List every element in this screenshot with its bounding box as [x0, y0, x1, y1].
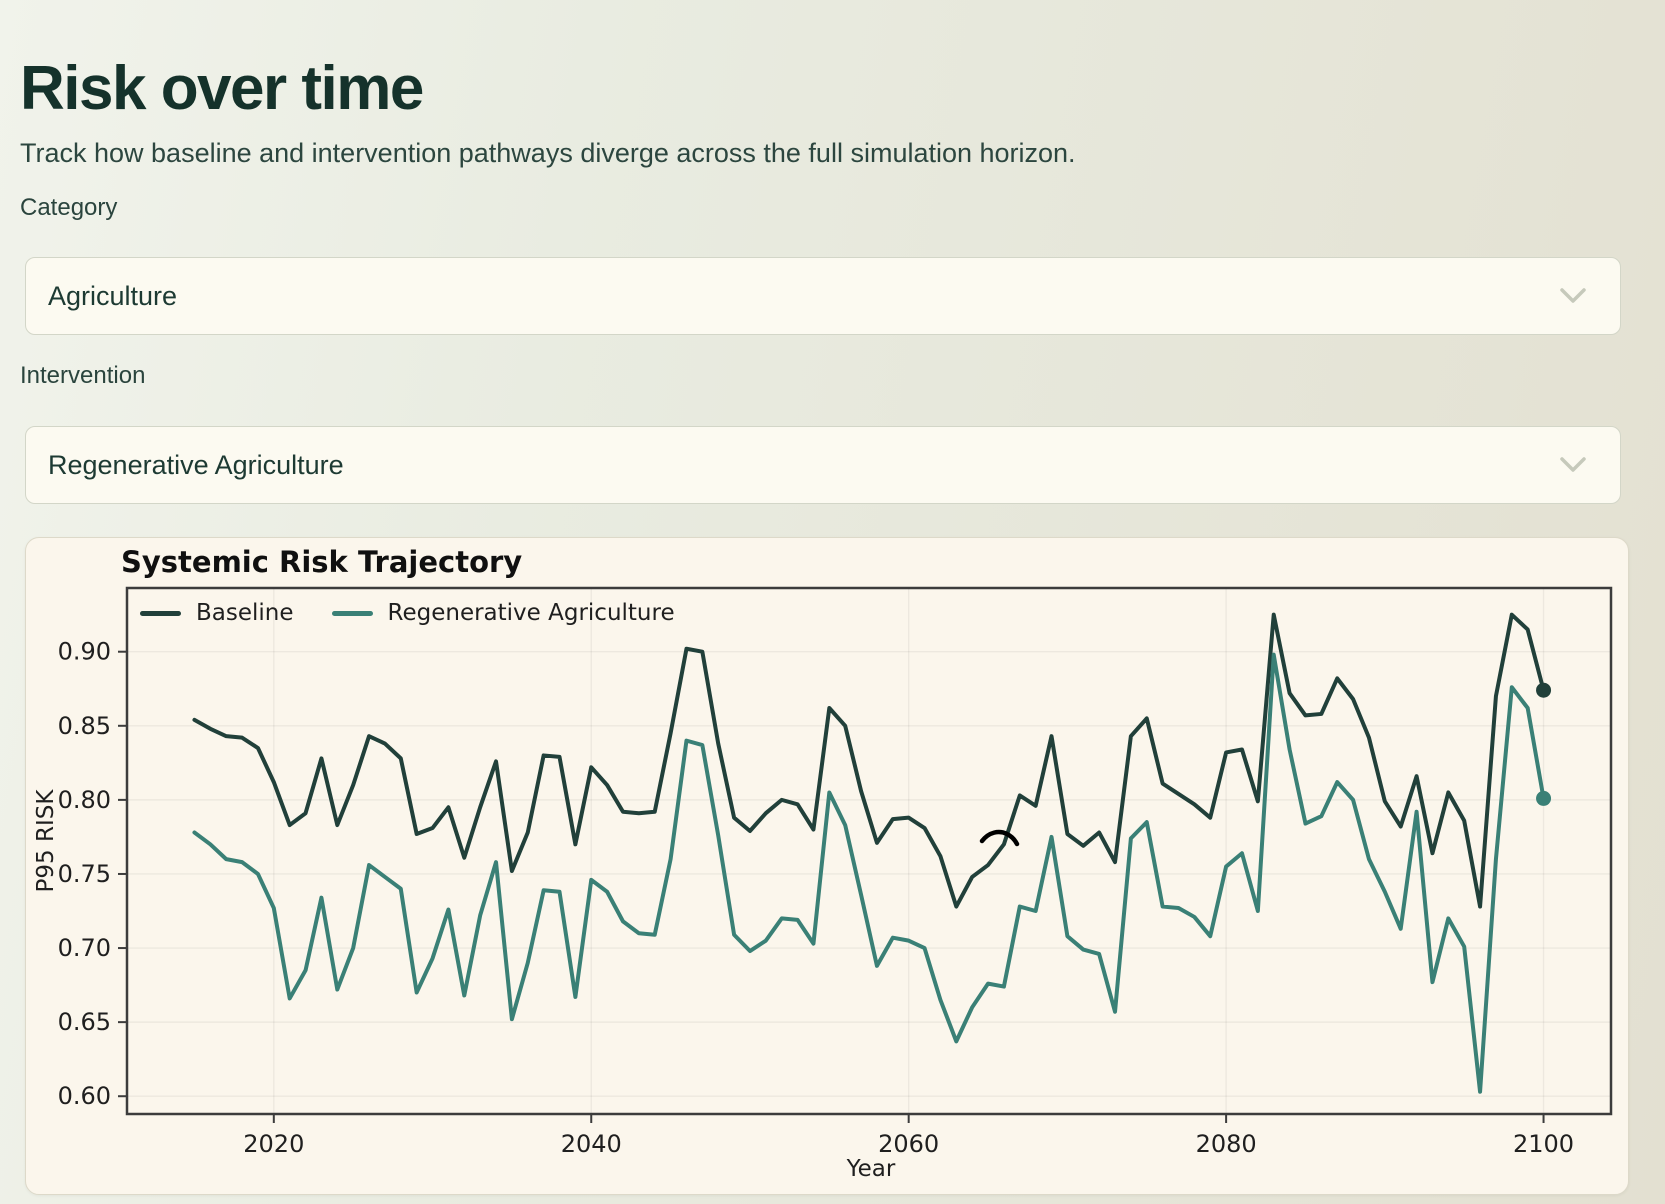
- category-select[interactable]: Agriculture: [25, 257, 1621, 335]
- chevron-down-icon: [1560, 457, 1586, 472]
- series-end-marker: [1536, 682, 1552, 698]
- series-line: [192, 612, 1546, 909]
- series-line: [192, 652, 1546, 1094]
- legend-label: Baseline: [196, 600, 294, 626]
- y-tick-label: 0.90: [58, 638, 111, 666]
- y-tick-label: 0.80: [58, 786, 111, 814]
- page-title: Risk over time: [20, 53, 424, 123]
- intervention-select[interactable]: Regenerative Agriculture: [25, 426, 1621, 504]
- y-tick-label: 0.85: [58, 712, 111, 740]
- risk-chart-card: Systemic Risk Trajectory Baseline Regener…: [25, 537, 1629, 1195]
- x-tick-label: 2100: [1513, 1130, 1574, 1158]
- intervention-label: Intervention: [20, 362, 146, 389]
- x-tick-label: 2020: [243, 1130, 304, 1158]
- y-tick-label: 0.70: [58, 934, 111, 962]
- chart-legend: Baseline Regenerative Agriculture: [140, 600, 675, 626]
- x-tick-label: 2060: [878, 1130, 939, 1158]
- category-select-value: Agriculture: [48, 280, 178, 311]
- x-tick-label: 2080: [1196, 1130, 1257, 1158]
- legend-label: Regenerative Agriculture: [387, 600, 675, 626]
- x-axis-label: Year: [846, 1156, 896, 1182]
- y-tick-label: 0.60: [58, 1082, 111, 1110]
- y-tick-label: 0.65: [58, 1008, 111, 1036]
- stray-mark: [979, 829, 1020, 847]
- risk-trajectory-plot: 0.60 0.65 0.70 0.75 0.80 0.85 0.90 2020 2040 2060…: [58, 586, 1613, 1158]
- intervention-select-value: Regenerative Agriculture: [48, 449, 344, 480]
- legend-swatch: [140, 610, 181, 616]
- series-end-marker: [1536, 790, 1552, 806]
- legend-swatch: [331, 610, 373, 616]
- x-tick-label: 2040: [561, 1130, 622, 1158]
- legend-item: Baseline: [140, 600, 294, 626]
- chevron-down-icon: [1560, 288, 1586, 303]
- page-subtitle: Track how baseline and intervention path…: [20, 138, 1076, 168]
- category-label: Category: [20, 194, 118, 221]
- chart-title: Systemic Risk Trajectory: [121, 545, 523, 579]
- legend-item: Regenerative Agriculture: [331, 600, 675, 626]
- y-tick-label: 0.75: [58, 860, 111, 888]
